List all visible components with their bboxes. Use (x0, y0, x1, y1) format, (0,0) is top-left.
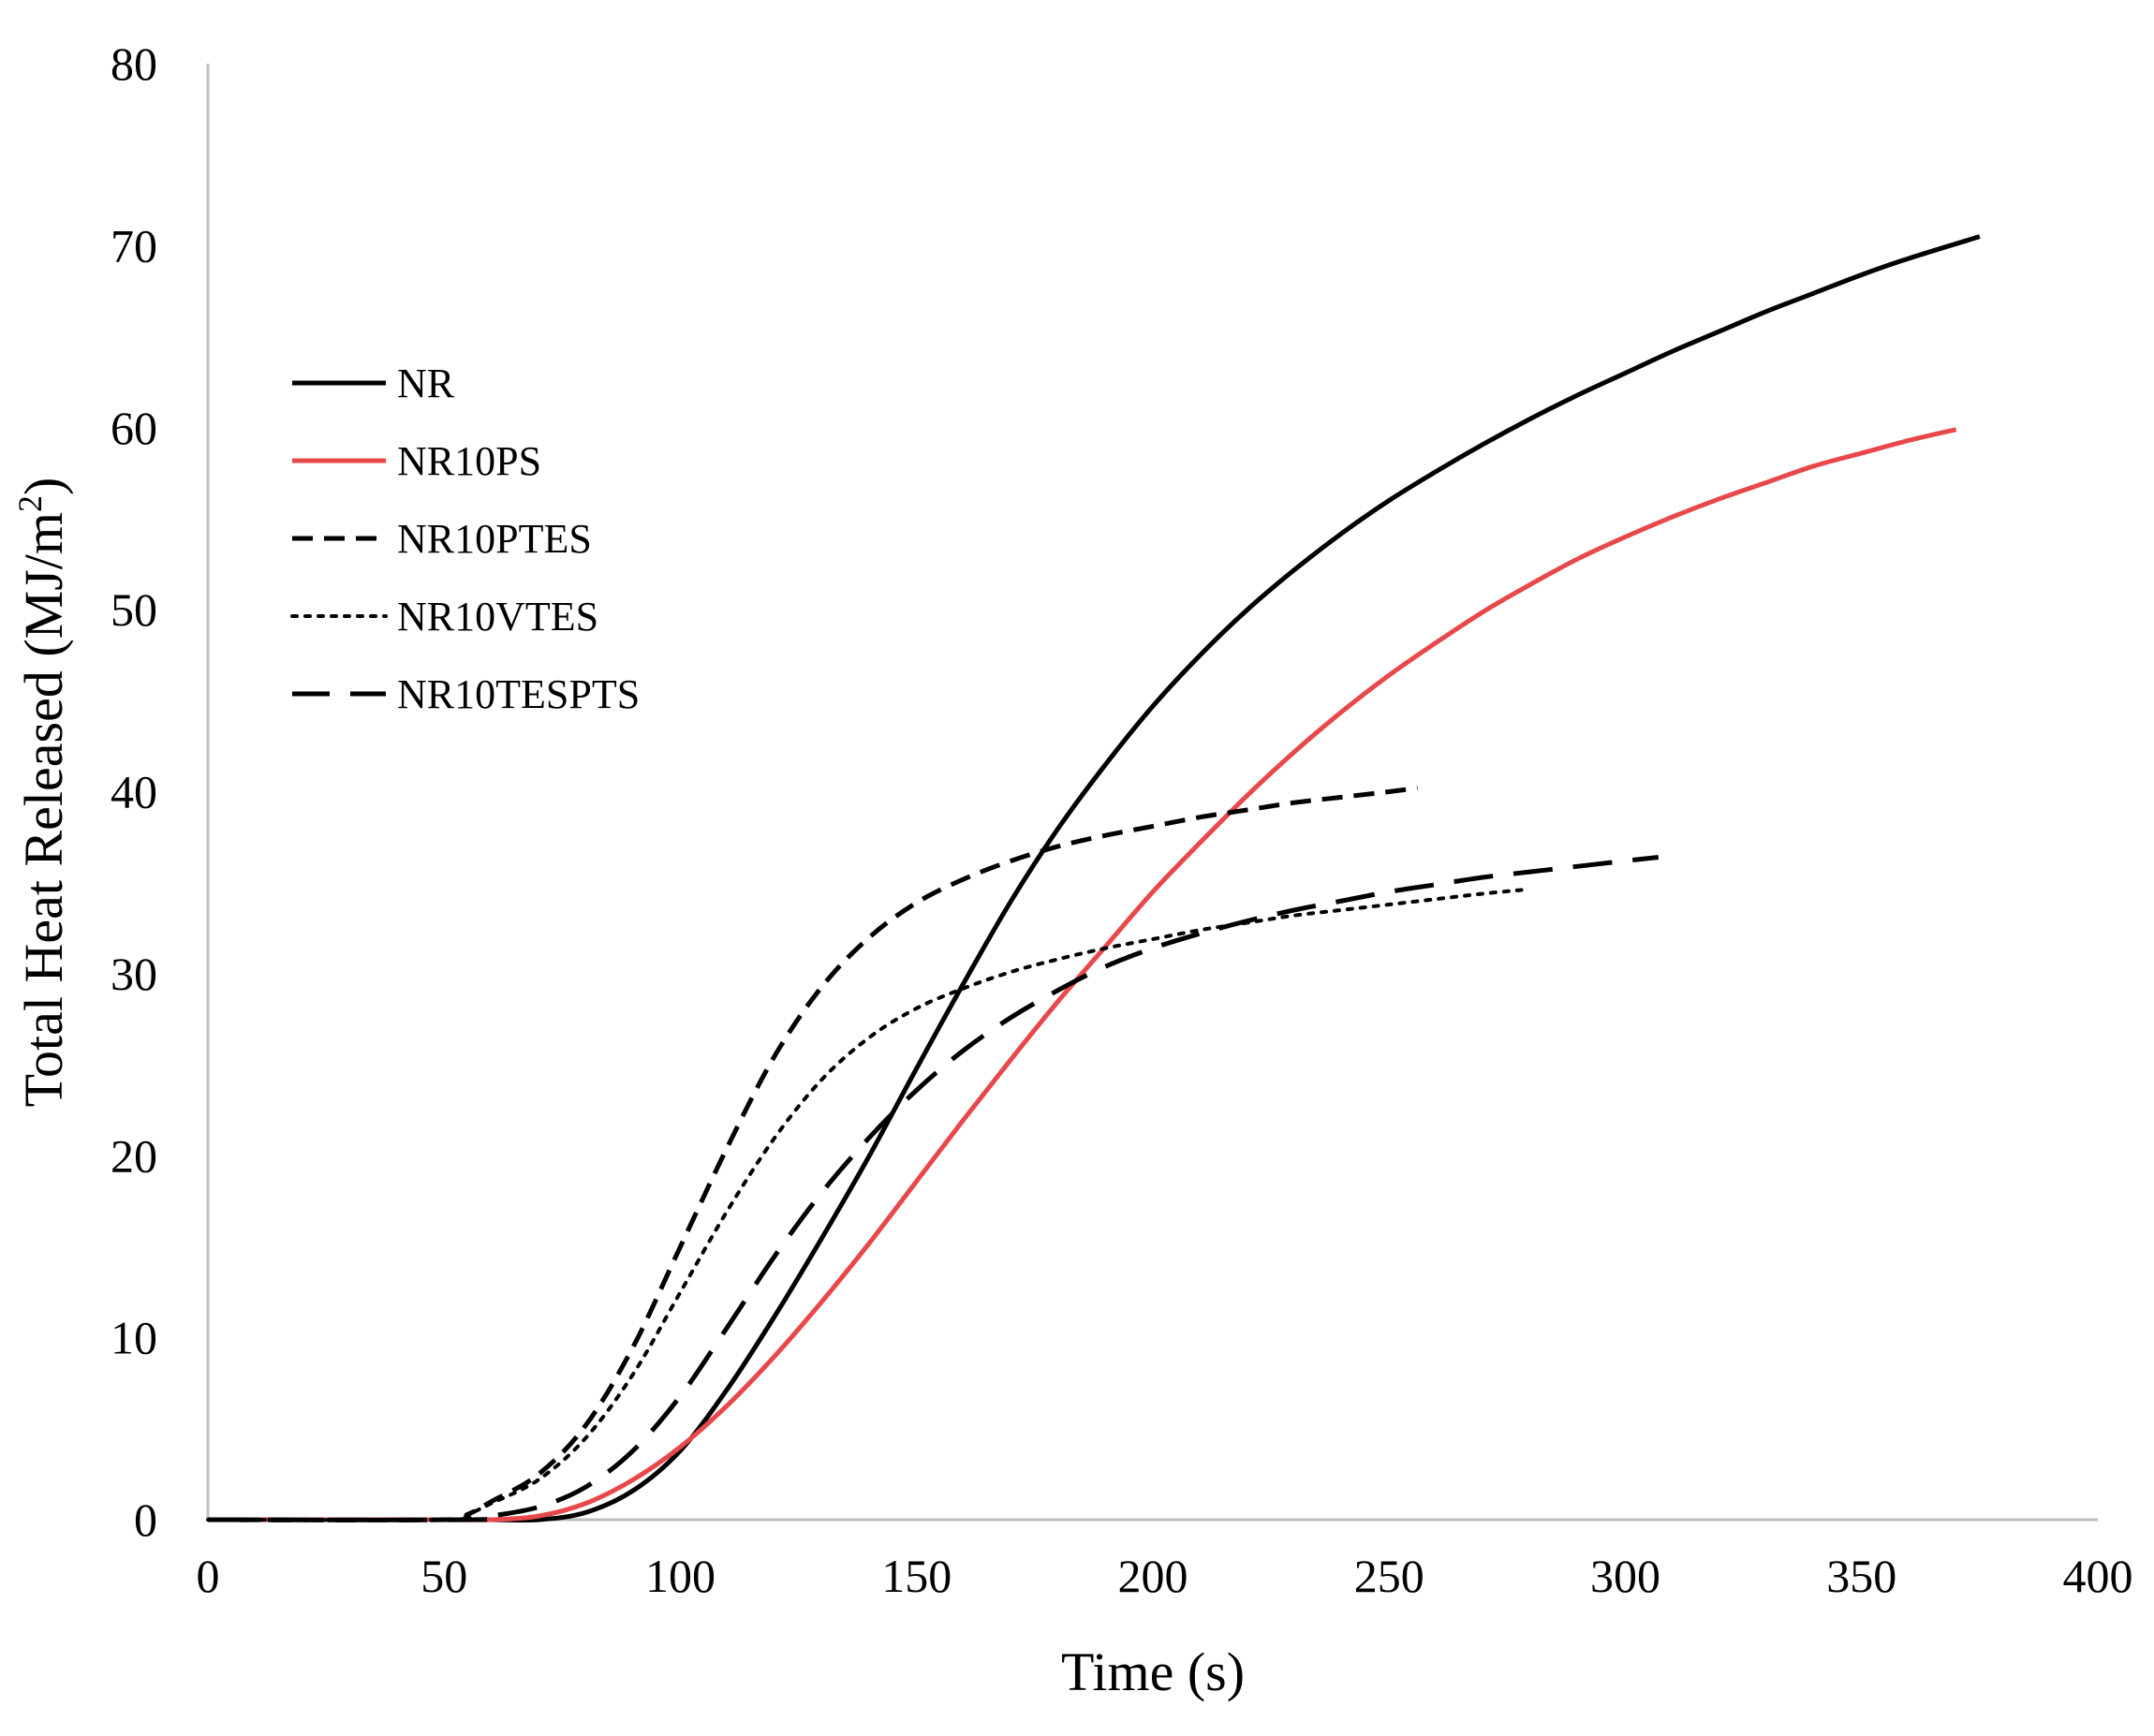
x-tick-labels: 0 50 100 150 200 250 300 350 400 (197, 1550, 2133, 1602)
y-axis-title-end: ) (13, 478, 74, 495)
y-tick-label-20: 20 (111, 1129, 157, 1182)
x-tick-label-150: 150 (881, 1550, 952, 1602)
legend-label-nr10ps: NR10PS (397, 438, 541, 484)
data-series (206, 234, 1981, 1523)
y-tick-label-30: 30 (111, 948, 157, 1000)
x-tick-label-200: 200 (1118, 1550, 1188, 1602)
y-tick-labels: 0 10 20 30 40 50 60 70 80 (111, 37, 157, 1546)
x-axis-title: Time (s) (1061, 1641, 1245, 1702)
x-tick-label-300: 300 (1590, 1550, 1660, 1602)
y-tick-label-60: 60 (111, 402, 157, 454)
y-axis-title: Total Heat Released (MJ/m2) (11, 478, 74, 1108)
legend-label-nr: NR (397, 360, 455, 406)
series-line-nr10ptes (207, 786, 1418, 1523)
y-tick-label-50: 50 (111, 583, 157, 636)
x-tick-label-50: 50 (420, 1550, 467, 1602)
legend-label-nr10ptes: NR10PTES (397, 516, 592, 562)
y-axis-title-main: Total Heat Released (MJ/m (13, 512, 74, 1107)
legend-label-nr10vtes: NR10VTES (397, 594, 598, 640)
x-tick-label-100: 100 (645, 1550, 716, 1602)
y-tick-label-70: 70 (111, 219, 157, 272)
legend-label-nr10tespts: NR10TESPTS (397, 671, 640, 717)
y-tick-label-10: 10 (111, 1312, 157, 1364)
y-axis-title-superscript: 2 (11, 495, 49, 512)
series-line-nr10ps (208, 427, 1957, 1523)
series-line-nr10vtes (206, 888, 1524, 1523)
x-tick-label-0: 0 (197, 1550, 220, 1602)
series-line-nr10tespts (207, 854, 1660, 1523)
y-tick-label-80: 80 (111, 37, 157, 90)
series-line-nr (208, 234, 1981, 1523)
y-tick-label-40: 40 (111, 766, 157, 818)
x-tick-label-350: 350 (1826, 1550, 1896, 1602)
x-tick-label-400: 400 (2063, 1550, 2133, 1602)
legend: NR NR10PS NR10PTES NR10VTES NR10TESPTS (290, 360, 640, 717)
axes (206, 64, 2098, 1522)
y-tick-label-0: 0 (134, 1493, 157, 1546)
x-tick-label-250: 250 (1354, 1550, 1424, 1602)
